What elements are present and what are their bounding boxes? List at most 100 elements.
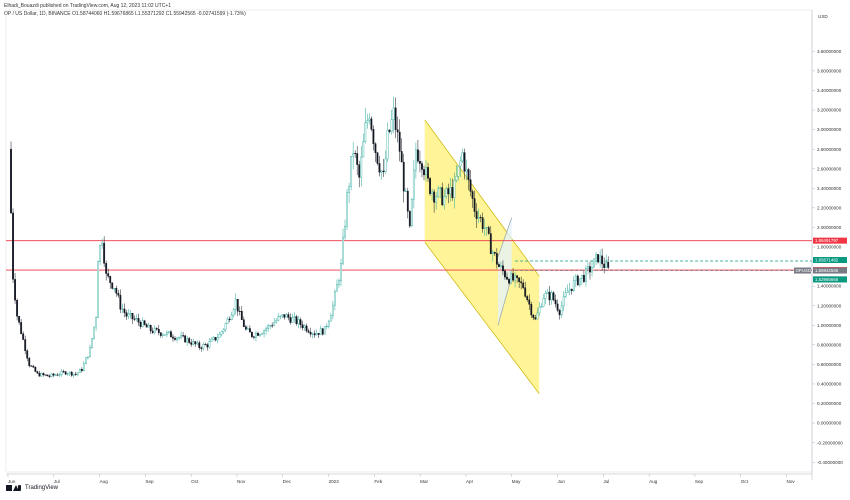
candle-body	[603, 263, 606, 268]
candle-body	[504, 270, 506, 278]
candle-body	[431, 191, 433, 194]
candle-body	[141, 320, 144, 327]
x-tick-label: Dec	[283, 479, 292, 484]
symbol-tag-label: OPUSD	[796, 268, 812, 273]
candle-body	[267, 325, 270, 330]
candle-body	[139, 322, 142, 327]
tradingview-logo-icon	[6, 484, 22, 492]
candle-body	[135, 318, 138, 320]
candle-body	[508, 279, 510, 284]
candle-body	[147, 325, 150, 328]
x-tick-label: Aug	[100, 479, 109, 484]
candle-body	[155, 327, 158, 330]
candle-body	[228, 318, 231, 320]
candle-body	[536, 312, 539, 320]
candle-body	[546, 291, 549, 294]
candle-body	[564, 292, 567, 297]
x-tick-label: Apr	[466, 479, 474, 484]
candle-body	[248, 328, 251, 333]
y-tick-label: 1.40000000	[817, 284, 842, 289]
candle-body	[251, 331, 253, 338]
candle-body	[427, 167, 429, 179]
price-tag-resistance-label: 1.86491797	[815, 238, 839, 243]
x-tick-label: Jul	[603, 479, 609, 484]
descending-channel-lower-line	[424, 241, 540, 394]
candle-body	[382, 170, 385, 173]
candle-body	[455, 176, 458, 181]
candle-body	[449, 187, 452, 195]
candle-body	[224, 323, 227, 330]
candle-body	[410, 199, 413, 227]
candle-body	[544, 293, 547, 299]
candle-body	[593, 258, 595, 268]
candle-body	[182, 335, 185, 337]
candle-body	[526, 296, 529, 301]
y-tick-label: 0.40000000	[817, 382, 842, 387]
candle-body	[313, 333, 316, 336]
candle-body	[44, 374, 47, 376]
candle-body	[32, 365, 35, 368]
candle-body	[334, 291, 336, 306]
candle-body	[595, 254, 597, 260]
candle-body	[20, 322, 23, 334]
candle-body	[548, 291, 551, 301]
descending-channel-fill	[424, 119, 540, 394]
y-tick-label: -0.20000000	[817, 440, 843, 445]
candle-body	[587, 266, 589, 269]
candle-body	[396, 129, 399, 133]
candle-body	[463, 152, 466, 172]
candle-body	[48, 375, 51, 377]
candle-body	[259, 334, 261, 336]
candle-body	[491, 252, 494, 255]
candle-body	[129, 313, 132, 315]
candle-body	[550, 292, 553, 301]
candle-body	[101, 242, 104, 246]
candle-body	[384, 158, 387, 173]
x-tick-label: Nov	[787, 479, 796, 484]
candle-body	[275, 320, 278, 323]
candle-body	[473, 198, 476, 212]
candle-body	[506, 276, 508, 280]
candle-body	[76, 372, 79, 375]
candle-body	[475, 211, 478, 219]
y-tick-label: 2.40000000	[817, 186, 842, 191]
candle-body	[257, 332, 259, 336]
y-tick-label: 0.80000000	[817, 342, 842, 347]
candle-body	[441, 187, 444, 206]
y-tick-label: 2.80000000	[817, 147, 842, 152]
candle-body	[131, 313, 134, 320]
candle-body	[30, 365, 33, 367]
y-tick-label: 3.40000000	[817, 88, 842, 93]
candle-body	[293, 316, 296, 318]
candle-body	[512, 273, 514, 281]
candle-body	[285, 314, 288, 318]
candle-body	[574, 275, 577, 281]
candle-body	[479, 217, 482, 219]
candle-body	[157, 329, 160, 333]
chart-header: Elhadi_Bouazdi published on TradingView.…	[4, 2, 246, 18]
candle-body	[230, 314, 233, 320]
candle-body	[133, 318, 136, 320]
price-tag	[813, 267, 847, 274]
candle-body	[305, 325, 308, 332]
candle-body	[524, 287, 527, 297]
x-tick-label: Jun	[8, 479, 16, 484]
y-axis-currency: USD	[818, 14, 828, 19]
price-tag-label: 1.65671482	[815, 258, 839, 263]
candle-body	[522, 282, 525, 288]
candle-body	[425, 167, 427, 176]
candle-body	[159, 332, 162, 336]
candle-body	[597, 254, 599, 263]
y-tick-label: 2.20000000	[817, 205, 842, 210]
candle-body	[566, 290, 569, 293]
candle-body	[500, 265, 502, 267]
candle-body	[518, 277, 521, 282]
candle-body	[226, 318, 229, 324]
candle-body	[204, 344, 207, 346]
candle-body	[281, 314, 284, 317]
candle-body	[419, 160, 421, 164]
candle-body	[502, 265, 504, 272]
candle-body	[321, 328, 324, 335]
candle-body	[54, 374, 57, 376]
